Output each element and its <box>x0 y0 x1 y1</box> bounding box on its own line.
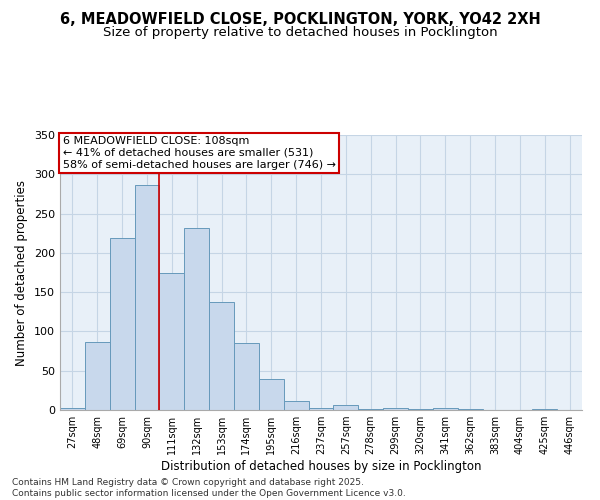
Text: Contains HM Land Registry data © Crown copyright and database right 2025.
Contai: Contains HM Land Registry data © Crown c… <box>12 478 406 498</box>
Bar <box>284 402 308 410</box>
Bar <box>60 408 85 410</box>
Bar <box>308 408 334 410</box>
Bar <box>532 409 557 410</box>
Text: 6 MEADOWFIELD CLOSE: 108sqm
← 41% of detached houses are smaller (531)
58% of se: 6 MEADOWFIELD CLOSE: 108sqm ← 41% of det… <box>62 136 335 170</box>
Bar <box>433 408 458 410</box>
Bar <box>134 184 160 410</box>
Bar <box>209 302 234 410</box>
X-axis label: Distribution of detached houses by size in Pocklington: Distribution of detached houses by size … <box>161 460 481 473</box>
Bar <box>458 409 482 410</box>
Bar <box>234 343 259 410</box>
Text: Size of property relative to detached houses in Pocklington: Size of property relative to detached ho… <box>103 26 497 39</box>
Bar <box>259 380 284 410</box>
Y-axis label: Number of detached properties: Number of detached properties <box>16 180 28 366</box>
Bar <box>408 409 433 410</box>
Bar <box>383 408 408 410</box>
Bar <box>85 342 110 410</box>
Bar <box>160 272 184 410</box>
Bar <box>110 238 134 410</box>
Text: 6, MEADOWFIELD CLOSE, POCKLINGTON, YORK, YO42 2XH: 6, MEADOWFIELD CLOSE, POCKLINGTON, YORK,… <box>59 12 541 28</box>
Bar <box>184 228 209 410</box>
Bar <box>334 406 358 410</box>
Bar <box>358 409 383 410</box>
